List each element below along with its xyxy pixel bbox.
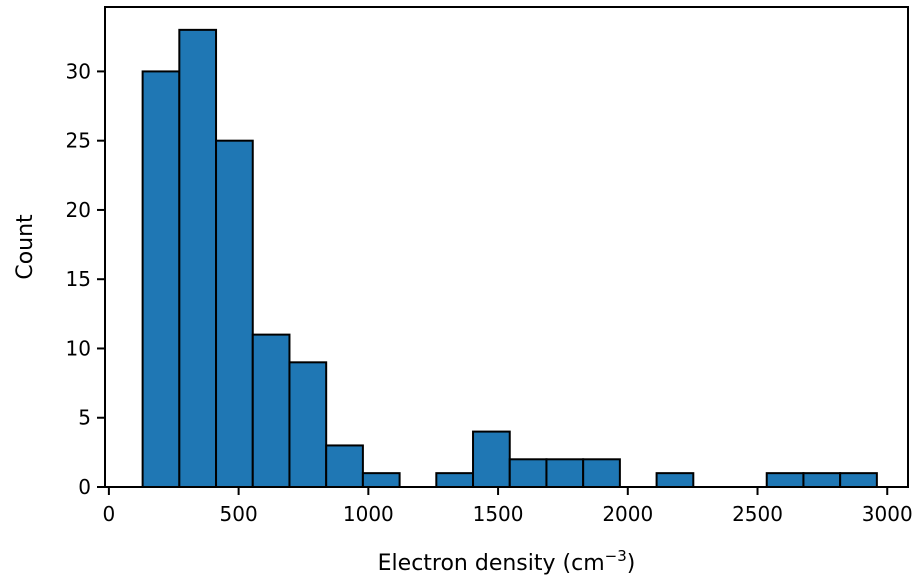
x-axis-label-close: ) (627, 551, 636, 576)
y-tick-label: 20 (66, 198, 91, 222)
histogram-bar (325, 444, 364, 488)
histogram-bar (545, 458, 585, 488)
histogram-bar (251, 333, 291, 488)
x-tick-label: 0 (103, 502, 116, 526)
x-tick-label: 1000 (343, 502, 394, 526)
plot-frame (104, 6, 909, 488)
x-axis-ticks: 0 500 1000 1500 2000 2500 3000 (103, 487, 913, 526)
x-tick-label: 2500 (732, 502, 783, 526)
x-tick-label: 2000 (602, 502, 653, 526)
histogram-bar (655, 472, 695, 488)
histogram-bar (435, 472, 475, 488)
histogram-bar (802, 472, 842, 488)
y-tick-label: 0 (78, 475, 91, 499)
x-tick-label: 500 (220, 502, 258, 526)
x-tick-label: 1500 (473, 502, 524, 526)
y-tick-label: 15 (66, 267, 91, 291)
y-tick-label: 25 (66, 129, 91, 153)
y-tick-label: 5 (78, 406, 91, 430)
histogram-bar (215, 139, 254, 488)
histogram-bar (178, 28, 218, 488)
x-tick-label: 3000 (862, 502, 913, 526)
histogram-bar (472, 430, 511, 488)
histogram-bar (508, 458, 548, 488)
histogram-bar (361, 472, 401, 488)
histogram-bar (141, 70, 181, 488)
y-tick-label: 10 (66, 336, 91, 360)
histogram-bar (288, 361, 328, 488)
x-axis-label: Electron density (cm−3) (378, 547, 636, 576)
y-axis-label: Count (13, 214, 38, 280)
x-axis-label-main: Electron density (cm (378, 551, 605, 576)
histogram-bar (765, 472, 805, 488)
y-axis-ticks: 0 5 10 15 20 25 30 (66, 59, 105, 499)
x-axis-label-superscript: −3 (605, 547, 627, 565)
y-tick-label: 30 (66, 59, 91, 83)
bars-group (141, 28, 878, 488)
histogram-bar (582, 458, 621, 488)
histogram-bar (839, 472, 878, 488)
